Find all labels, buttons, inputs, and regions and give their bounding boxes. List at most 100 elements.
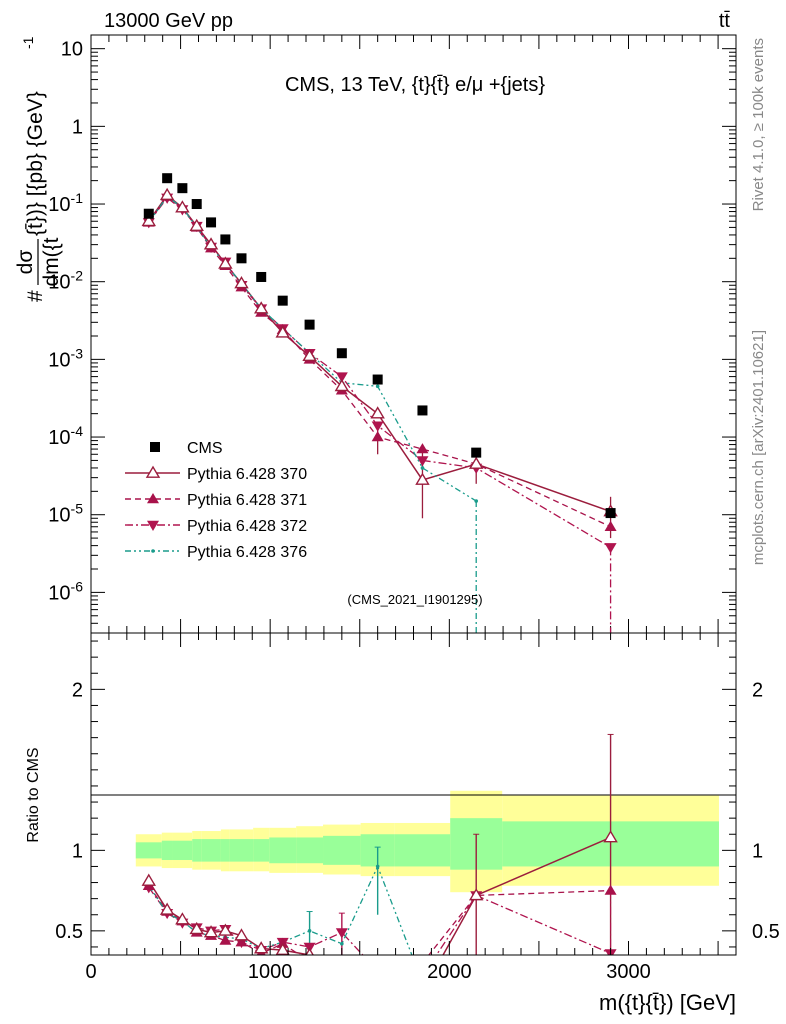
ratio-point-pythia-6-428-370: [203, 925, 219, 938]
data-point-cms: [336, 348, 347, 359]
y-tick-label: 10-6: [48, 578, 83, 604]
ratio-y-tick-label: 2: [72, 679, 83, 701]
legend-entry-label: Pythia 6.428 376: [187, 544, 307, 561]
legend-marker-cms: [150, 442, 160, 452]
data-point-cms: [256, 271, 267, 282]
legend-entry-label: Pythia 6.428 371: [187, 492, 307, 509]
uncertainty-band-inner: [135, 842, 162, 859]
data-point-cms: [177, 183, 188, 194]
y-label-rest: {t̄})} [{pb} {GeV}: [24, 91, 47, 236]
data-point-pythia-6-428-370: [203, 237, 219, 250]
uncertainty-band-inner: [253, 839, 270, 862]
y-tick-label: 10-4: [48, 423, 83, 449]
data-point-pythia-6-428-371: [416, 443, 429, 454]
y-label-numerator: dσ: [14, 250, 37, 275]
data-point-pythia-6-428-372: [416, 456, 429, 467]
uncertainty-band-inner: [394, 834, 451, 867]
ratio-point-pythia-6-428-371: [235, 936, 248, 947]
legend-entry-label: Pythia 6.428 370: [187, 466, 307, 483]
uncertainty-band-inner: [201, 839, 221, 862]
y-label-hash: #: [24, 290, 47, 302]
legend-marker: [151, 549, 155, 553]
uncertainty-band-inner: [296, 837, 324, 864]
ratio-point-pythia-6-428-370: [305, 947, 314, 955]
data-point-pythia-6-428-370: [302, 348, 317, 362]
ratio-point-pythia-6-428-370: [189, 921, 204, 935]
data-point-cms: [236, 253, 247, 264]
ratio-y-tick-label-right: 2: [752, 679, 763, 701]
ratio-y-tick-label: 0.5: [55, 921, 83, 943]
data-point-cms: [605, 508, 616, 519]
data-point-pythia-6-428-370: [159, 187, 175, 201]
y-tick-label: 1: [72, 116, 83, 138]
data-point-pythia-6-428-376: [375, 384, 380, 389]
data-point-pythia-6-428-371: [371, 431, 384, 442]
watermark: (CMS_2021_I1901295): [347, 592, 482, 607]
ratio-point-pythia-6-428-370: [275, 942, 290, 955]
header-final-state: tt̄: [719, 10, 731, 32]
data-point-pythia-6-428-371: [604, 520, 617, 531]
ratio-y-tick-label: 1: [72, 840, 83, 862]
y-label-denominator: dm({t: [40, 237, 63, 286]
legend-entry-label: CMS: [187, 440, 223, 457]
ratio-point-pythia-6-428-370: [159, 902, 175, 915]
data-point-pythia-6-428-370: [468, 456, 484, 469]
data-point-pythia-6-428-370: [218, 256, 233, 269]
data-point-cms: [417, 405, 428, 416]
uncertainty-band-inner: [229, 839, 254, 862]
x-tick-label: 3000: [606, 961, 651, 983]
x-tick-label: 1000: [248, 961, 293, 983]
data-point-cms: [220, 234, 231, 245]
series-line: [148, 194, 611, 513]
y-tick-label: 10-2: [48, 268, 83, 294]
ratio-series-line: [148, 885, 611, 955]
ratio-point-pythia-6-428-370: [603, 830, 618, 843]
data-point-cms: [143, 208, 154, 219]
data-point-pythia-6-428-370: [275, 325, 290, 338]
ratio-y-tick-label-right: 0.5: [752, 921, 780, 943]
data-point-pythia-6-428-372: [604, 543, 617, 554]
data-point-pythia-6-428-370: [253, 301, 269, 314]
data-point-pythia-6-428-370: [189, 218, 204, 231]
y-tick-label: 10: [61, 39, 83, 61]
uncertainty-band-inner: [323, 835, 361, 865]
data-point-cms: [304, 319, 315, 330]
x-tick-label: 2000: [427, 961, 472, 983]
ratio-point-pythia-6-428-371: [604, 884, 617, 895]
data-point-cms: [372, 374, 383, 385]
uncertainty-band-inner: [161, 840, 173, 861]
data-point-cms: [206, 217, 217, 228]
main-panel: 10 1 10-1 10-2 10-3 10-4 10-5 10-6 CMS, 13 TeV,…: [14, 34, 737, 634]
ratio-point-pythia-6-428-370: [234, 928, 249, 941]
rivet-version-label: Rivet 4.1.0, ≥ 100k events: [750, 38, 767, 211]
data-point-cms: [162, 173, 173, 184]
y-tick-label: 10-3: [48, 345, 83, 371]
ratio-y-label: Ratio to CMS: [25, 747, 42, 842]
ratio-point-pythia-6-428-372: [335, 928, 348, 939]
x-axis-label: m({t}{t̄}) [GeV]: [599, 990, 736, 1015]
uncertainty-band-inner: [172, 840, 193, 861]
ratio-point-pythia-6-428-371: [219, 934, 232, 945]
data-point-pythia-6-428-370: [415, 472, 430, 485]
series-line: [148, 195, 477, 502]
data-point-cms: [471, 447, 482, 458]
ratio-panel: 0.5 0.5 1 1 2 2 0 1000 2000 3000 Ratio to CMS m({…: [25, 632, 780, 1015]
ratio-point-pythia-6-428-376: [307, 929, 312, 933]
data-point-pythia-6-428-376: [420, 466, 425, 470]
ratio-point-pythia-6-428-370: [218, 923, 233, 936]
y-tick-label: 10-1: [48, 190, 83, 216]
data-point-pythia-6-428-370: [370, 406, 385, 419]
ratio-frame: [90, 632, 737, 956]
legend-marker: [147, 493, 159, 504]
data-point-pythia-6-428-372: [335, 372, 348, 383]
data-point-pythia-6-428-370: [175, 200, 190, 213]
data-point-cms: [277, 295, 288, 306]
data-point-cms: [191, 199, 202, 210]
ratio-point-pythia-6-428-370: [175, 912, 190, 925]
legend-marker: [145, 465, 161, 478]
header-process: 13000 GeV pp: [104, 10, 233, 32]
y-tick-label: 10-5: [48, 501, 83, 527]
data-point-pythia-6-428-372: [371, 421, 384, 432]
y-axis-label: # dσ dm({t {t̄})} [{pb} {GeV} -1: [14, 36, 63, 302]
